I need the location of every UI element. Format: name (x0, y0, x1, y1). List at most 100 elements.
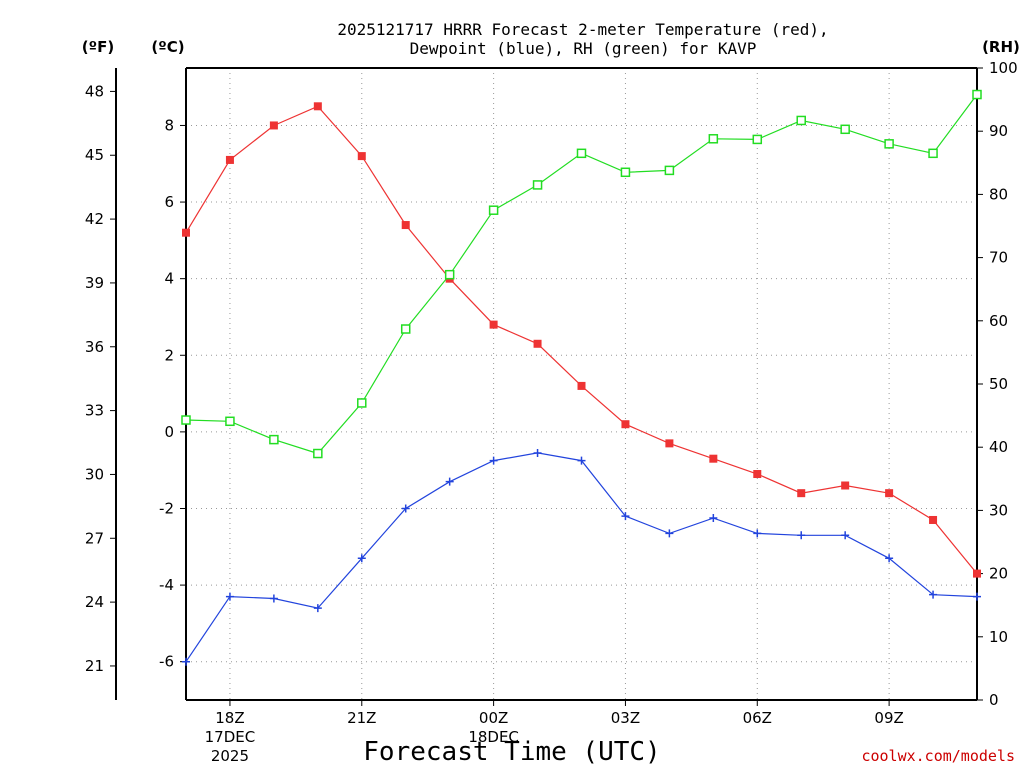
2-meter-temperature-point (753, 470, 762, 479)
rh-point (444, 269, 455, 280)
rh-point (752, 134, 763, 145)
rh-tick-label: 40 (989, 438, 1008, 456)
dewpoint-point (225, 592, 234, 601)
time-tick-label: 18Z (215, 709, 244, 727)
rh-tick-label: 60 (989, 312, 1008, 330)
time-tick-label: 00Z (479, 709, 508, 727)
time-date-label: 17DEC (205, 728, 256, 746)
2-meter-temperature-point (841, 481, 850, 490)
time-tick-label: 21Z (347, 709, 376, 727)
dewpoint-point (182, 657, 190, 666)
celsius-tick-label: 4 (164, 270, 174, 288)
time-date-label: 18DEC (468, 728, 519, 746)
chart-title-line1: 2025121717 HRRR Forecast 2-meter Tempera… (337, 20, 828, 39)
dewpoint-point (445, 477, 454, 486)
celsius-tick-label: -4 (159, 576, 174, 594)
dewpoint-point (797, 531, 806, 540)
2-meter-temperature-line (185, 105, 978, 574)
fahrenheit-tick-label: 24 (85, 593, 104, 611)
axes: -6-4-20246821242730333639424548010203040… (85, 59, 1018, 765)
celsius-tick-label: -2 (159, 499, 174, 517)
fahrenheit-unit-label: (ºF) (82, 38, 114, 56)
celsius-unit-label: (ºC) (151, 38, 184, 56)
rh-tick-label: 90 (989, 122, 1008, 140)
dewpoint-point (269, 594, 278, 603)
2-meter-temperature-point (797, 489, 806, 498)
dewpoint-point (621, 512, 630, 521)
dewpoint-point (885, 554, 894, 563)
time-tick-label: 09Z (874, 709, 903, 727)
2-meter-temperature-point (401, 221, 410, 230)
celsius-tick-label: -6 (159, 653, 174, 671)
2-meter-temperature-point (621, 420, 630, 429)
rh-point (532, 180, 543, 190)
time-tick-label: 03Z (611, 709, 640, 727)
fahrenheit-tick-label: 30 (85, 465, 104, 483)
fahrenheit-tick-label: 48 (85, 82, 104, 100)
rh-point (884, 139, 894, 149)
fahrenheit-tick-label: 45 (85, 146, 104, 164)
fahrenheit-tick-label: 33 (85, 402, 104, 420)
rh-tick-label: 50 (989, 375, 1008, 393)
dewpoint-point (533, 448, 542, 457)
rh-tick-label: 70 (989, 249, 1008, 267)
rh-point (840, 124, 850, 135)
rh-point (181, 415, 191, 425)
rh-point (313, 448, 323, 459)
rh-point (928, 148, 938, 159)
2-meter-temperature-point (313, 102, 322, 111)
2-meter-temperature-point (269, 121, 278, 130)
dewpoint-line (185, 452, 978, 663)
fahrenheit-tick-label: 42 (85, 210, 104, 228)
series-layer (181, 89, 982, 666)
rh-tick-label: 100 (989, 59, 1018, 77)
celsius-tick-label: 0 (164, 423, 174, 441)
rh-point (972, 89, 982, 100)
dewpoint-point (489, 456, 498, 465)
dewpoint-point (665, 529, 674, 538)
2-meter-temperature-point (225, 155, 234, 164)
dewpoint-point (357, 554, 366, 563)
x-axis-title: Forecast Time (UTC) (363, 737, 660, 767)
dewpoint-point (973, 592, 981, 601)
dewpoint-point (577, 456, 586, 465)
2-meter-temperature-point (533, 339, 542, 348)
rh-tick-label: 10 (989, 628, 1008, 646)
2-meter-temperature-point (929, 515, 938, 524)
2-meter-temperature-point (709, 454, 718, 463)
rh-unit-label: (RH) (982, 38, 1020, 56)
rh-point (225, 416, 235, 427)
dewpoint-point (753, 529, 762, 538)
2-meter-temperature-point (665, 439, 674, 448)
dewpoint-point (841, 531, 850, 540)
rh-tick-label: 0 (989, 691, 999, 709)
celsius-tick-label: 6 (164, 193, 174, 211)
dewpoint-point (709, 514, 718, 523)
rh-tick-label: 80 (989, 185, 1008, 203)
rh-point (664, 165, 675, 176)
rh-point (796, 115, 806, 126)
celsius-tick-label: 2 (164, 346, 174, 364)
rh-point (576, 148, 587, 159)
rh-point (400, 324, 411, 334)
dewpoint-point (313, 604, 322, 613)
time-tick-label: 06Z (743, 709, 772, 727)
rh-point (708, 134, 719, 144)
rh-line (185, 94, 978, 455)
rh-point (357, 398, 367, 408)
rh-tick-label: 20 (989, 565, 1008, 583)
dewpoint-point (401, 504, 410, 513)
fahrenheit-tick-label: 21 (85, 657, 104, 675)
dewpoint-point (929, 590, 938, 599)
fahrenheit-tick-label: 39 (85, 274, 104, 292)
chart-title-line2: Dewpoint (blue), RH (green) for KAVP (410, 39, 757, 58)
credit-text: coolwx.com/models (861, 747, 1015, 765)
celsius-tick-label: 8 (164, 116, 174, 134)
rh-tick-label: 30 (989, 501, 1008, 519)
2-meter-temperature-point (357, 152, 366, 161)
time-year-label: 2025 (211, 747, 249, 765)
fahrenheit-tick-label: 36 (85, 338, 104, 356)
2-meter-temperature-point (577, 381, 586, 390)
fahrenheit-tick-label: 27 (85, 529, 104, 547)
